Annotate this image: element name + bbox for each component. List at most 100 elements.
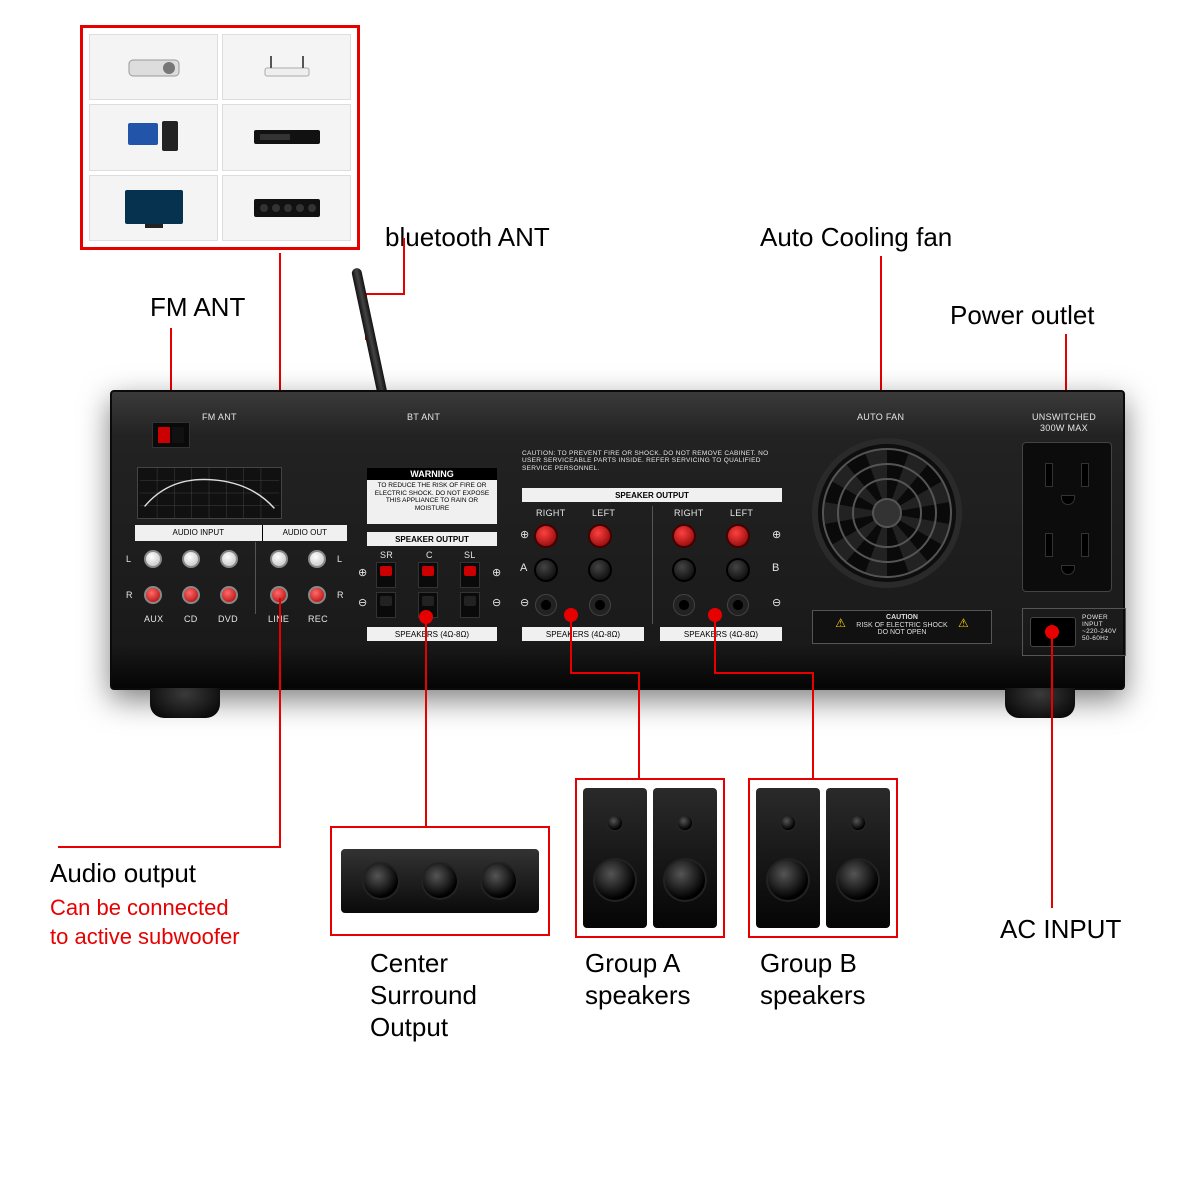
spk-out-title-1: SPEAKER OUTPUT (367, 532, 497, 546)
spk-out-title-2: SPEAKER OUTPUT (522, 488, 782, 502)
hole-b-l[interactable] (727, 594, 749, 616)
label-power-outlet: Power outlet (950, 300, 1095, 331)
device-projector (89, 34, 218, 100)
rca-cd-r[interactable] (182, 586, 200, 604)
audio-io-header: AUDIO INPUT AUDIO OUT (135, 525, 347, 541)
ab-plus-a: ⊕ (520, 528, 530, 541)
spk-sl: SL (464, 550, 476, 560)
rca-l: L (126, 554, 131, 564)
ab-left-b: LEFT (730, 508, 753, 518)
label-group-b-1: Group B (760, 948, 857, 979)
center-speaker-box (330, 826, 550, 936)
clip-sl-n[interactable] (460, 592, 480, 618)
ab-left-a: LEFT (592, 508, 615, 518)
col-aux: AUX (144, 614, 163, 624)
col-dvd: DVD (218, 614, 238, 624)
amp-text-unswitched1: UNSWITCHED (1032, 412, 1096, 422)
ab-minus-a: ⊖ (520, 596, 530, 609)
device-amp (222, 175, 351, 241)
bind-b-l-p[interactable] (726, 524, 750, 548)
hole-a-r[interactable] (535, 594, 557, 616)
rca-cd-l[interactable] (182, 550, 200, 568)
ab-plus-b: ⊕ (772, 528, 782, 541)
amp-text-btant: BT ANT (407, 412, 440, 422)
callout-b-v (714, 614, 716, 674)
bind-b-r-p[interactable] (672, 524, 696, 548)
group-a-speaker-left (583, 788, 647, 928)
bind-a-l-n[interactable] (588, 558, 612, 582)
label-b: B (772, 562, 780, 574)
power-outlet[interactable] (1022, 442, 1112, 592)
bind-b-r-n[interactable] (672, 558, 696, 582)
hole-b-r[interactable] (673, 594, 695, 616)
rca-line-l[interactable] (270, 550, 288, 568)
callout-b-v2 (812, 672, 814, 778)
group-a-speaker-box (575, 778, 725, 938)
device-router (222, 34, 351, 100)
input-devices-box (80, 25, 360, 250)
rca-rec-r[interactable] (308, 586, 326, 604)
col-cd: CD (184, 614, 198, 624)
rca-aux-r[interactable] (144, 586, 162, 604)
spk-range-a: SPEAKERS (4Ω-8Ω) (522, 627, 644, 641)
amp-text-unswitched2: 300W MAX (1040, 423, 1088, 433)
callout-a-h (570, 672, 640, 674)
bind-a-r-n[interactable] (534, 558, 558, 582)
group-b-speaker-box (748, 778, 898, 938)
bind-b-l-n[interactable] (726, 558, 750, 582)
device-dvd (222, 104, 351, 170)
audio-input-title: AUDIO INPUT (135, 525, 263, 541)
ab-right-b: RIGHT (674, 508, 704, 518)
callout-a-v2 (638, 672, 640, 778)
io-divider (255, 542, 256, 614)
spk-range-1: SPEAKERS (4Ω-8Ω) (367, 627, 497, 641)
clip-sr-p[interactable] (376, 562, 396, 588)
label-fm-ant: FM ANT (150, 292, 245, 323)
rca-rec-l[interactable] (308, 550, 326, 568)
callout-b-h (714, 672, 814, 674)
label-a: A (520, 562, 528, 574)
clip-sr-n[interactable] (376, 592, 396, 618)
label-center-1: Center (370, 948, 448, 979)
spk-plus: ⊕ (358, 566, 368, 579)
subnote-subwoofer: Can be connected to active subwoofer (50, 894, 240, 951)
spk-minus: ⊖ (358, 596, 368, 609)
warning-body: TO REDUCE THE RISK OF FIRE OR ELECTRIC S… (371, 482, 493, 512)
ab-minus-b: ⊖ (772, 596, 782, 609)
rca-dvd-r[interactable] (220, 586, 238, 604)
callout-bt-v2 (403, 238, 405, 295)
freq-response-graph (137, 467, 282, 519)
amp-foot-right (1005, 688, 1075, 718)
spk-range-b: SPEAKERS (4Ω-8Ω) (660, 627, 782, 641)
callout-a-dot (564, 608, 578, 622)
label-bt-ant: bluetooth ANT (385, 222, 550, 253)
hole-a-l[interactable] (589, 594, 611, 616)
col-rec: REC (308, 614, 328, 624)
caution-box-body: RISK OF ELECTRIC SHOCK DO NOT OPEN (856, 622, 947, 637)
clip-sl-p[interactable] (460, 562, 480, 588)
fm-terminal[interactable] (152, 422, 190, 448)
bind-a-l-p[interactable] (588, 524, 612, 548)
label-ac-input: AC INPUT (1000, 914, 1121, 945)
rca-aux-l[interactable] (144, 550, 162, 568)
amp-text-fmant: FM ANT (202, 412, 237, 422)
label-group-a-2: speakers (585, 980, 691, 1011)
warning-triangle-icon-2: ⚠ (958, 617, 969, 630)
rca-dvd-l[interactable] (220, 550, 238, 568)
group-a-speaker-right (653, 788, 717, 928)
warning-title: WARNING (367, 468, 497, 480)
cooling-fan (812, 438, 962, 588)
audio-out-title: AUDIO OUT (263, 525, 347, 541)
warning-triangle-icon: ⚠ (835, 617, 846, 630)
spk-sr: SR (380, 550, 393, 560)
callout-center-v (425, 616, 427, 826)
rca-r2: R (337, 590, 344, 600)
caution-box: ⚠ CAUTION RISK OF ELECTRIC SHOCK DO NOT … (812, 610, 992, 644)
power-input-frame (1022, 608, 1126, 656)
device-tv (89, 175, 218, 241)
amplifier-body: FM ANT BT ANT AUTO FAN UNSWITCHED 300W M… (110, 390, 1125, 690)
callout-ac-dot (1045, 625, 1059, 639)
clip-c-p[interactable] (418, 562, 438, 588)
callout-center-dot (419, 610, 433, 624)
bind-a-r-p[interactable] (534, 524, 558, 548)
